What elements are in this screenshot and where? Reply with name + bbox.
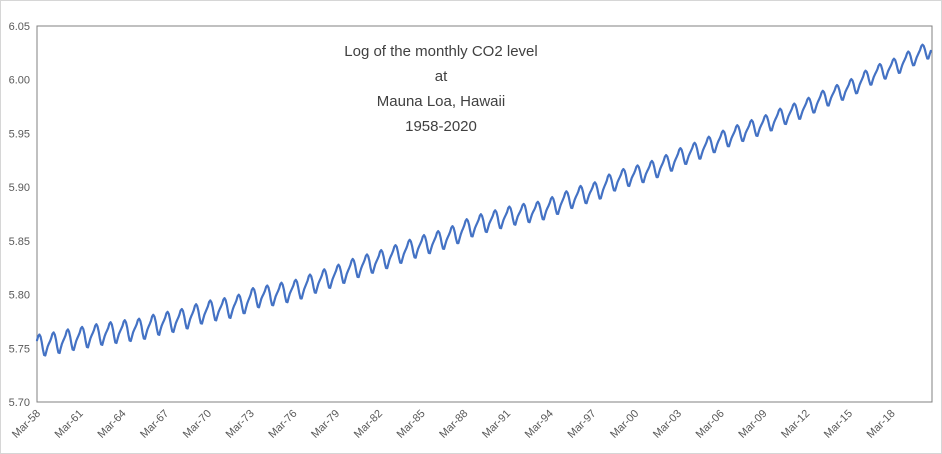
y-axis-label: 5.85	[9, 236, 30, 248]
x-axis-label: Mar-15	[822, 408, 855, 441]
x-axis-label: Mar-73	[224, 408, 257, 441]
x-axis-label: Mar-00	[608, 408, 641, 441]
x-axis-label: Mar-06	[694, 408, 727, 441]
x-axis-label: Mar-94	[523, 408, 556, 441]
x-axis-label: Mar-61	[53, 408, 86, 441]
y-axis-label: 5.75	[9, 343, 30, 355]
x-axis-label: Mar-88	[437, 408, 470, 441]
x-axis-label: Mar-79	[309, 408, 342, 441]
y-axis-label: 5.80	[9, 290, 30, 302]
y-axis-label: 5.95	[9, 128, 30, 140]
x-axis-label: Mar-97	[565, 408, 598, 441]
x-axis-label: Mar-03	[651, 408, 684, 441]
x-axis-label: Mar-67	[138, 408, 171, 441]
x-axis-label: Mar-91	[480, 408, 513, 441]
x-axis-label: Mar-09	[736, 408, 769, 441]
y-axis-label: 5.70	[9, 397, 30, 409]
y-axis-label: 5.90	[9, 182, 30, 194]
plot-border	[36, 25, 933, 403]
x-axis-label: Mar-85	[395, 408, 428, 441]
x-axis-label: Mar-12	[779, 408, 812, 441]
x-axis-label: Mar-76	[266, 408, 299, 441]
y-axis-label: 6.05	[9, 21, 30, 33]
x-axis-label: Mar-58	[10, 408, 43, 441]
x-axis-label: Mar-82	[352, 408, 385, 441]
co2-series-line	[35, 43, 932, 357]
x-axis-label: Mar-18	[865, 408, 898, 441]
x-axis-label: Mar-64	[95, 408, 128, 441]
x-axis-label: Mar-70	[181, 408, 214, 441]
y-axis-label: 6.00	[9, 75, 30, 87]
